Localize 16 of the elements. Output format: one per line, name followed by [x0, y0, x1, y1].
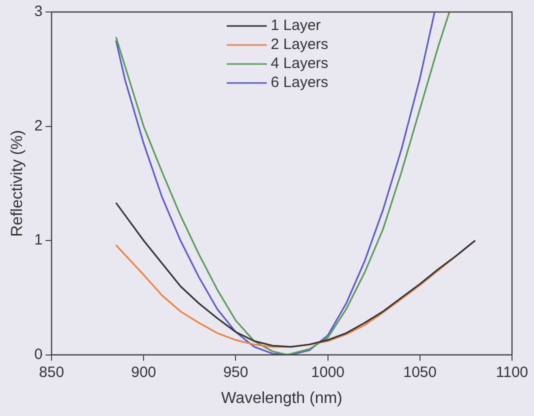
x-tick-label: 1050 — [403, 364, 437, 381]
x-tick-label: 850 — [39, 364, 64, 381]
y-axis-title: Reflectivity (%) — [9, 130, 26, 237]
y-tick-label: 2 — [34, 117, 43, 134]
y-tick-label: 3 — [34, 3, 43, 20]
legend-label: 2 Layers — [270, 36, 328, 54]
x-tick-label: 950 — [223, 364, 248, 381]
legend-label: 6 Layers — [270, 74, 328, 92]
legend-label: 4 Layers — [270, 55, 328, 72]
x-tick-label: 1100 — [496, 364, 528, 381]
legend-label: 1 Layer — [270, 17, 321, 34]
x-axis-title: Wavelength (nm) — [221, 390, 342, 407]
y-tick-label: 0 — [34, 346, 43, 363]
y-tick-label: 1 — [34, 232, 43, 249]
x-tick-label: 1000 — [311, 364, 345, 381]
x-tick-label: 900 — [131, 364, 156, 381]
